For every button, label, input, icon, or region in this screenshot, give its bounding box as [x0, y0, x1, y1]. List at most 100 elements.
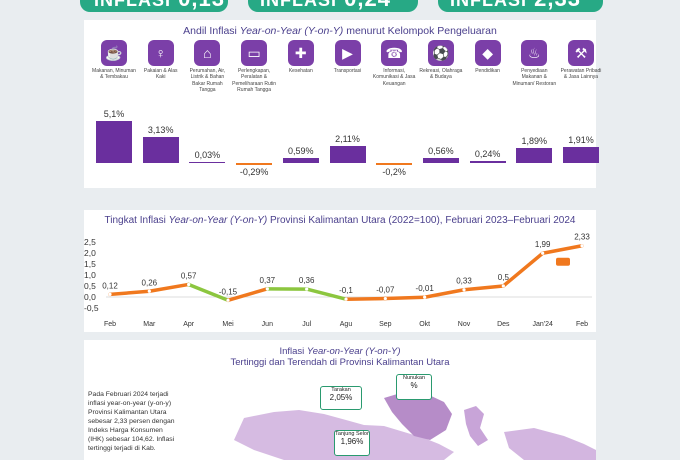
bar-value-label: 1,91%	[568, 135, 594, 146]
bar-5	[329, 145, 366, 163]
bar-8	[469, 161, 506, 163]
data-label: 0,26	[142, 278, 158, 287]
data-label: 0,12	[102, 281, 118, 290]
groups-title-suffix: menurut Kelompok Pengeluaran	[343, 25, 497, 37]
trend-panel: Tingkat Inflasi Year-on-Year (Y-on-Y) Pr…	[84, 210, 596, 332]
group-3: ▭ Perlengkapan, Peralatan & Pemeliharaan …	[232, 40, 276, 93]
bar-2	[189, 161, 226, 163]
truck-icon	[556, 257, 570, 266]
bar-value-label: 3,13%	[147, 125, 174, 136]
x-tick-label: Jun	[262, 321, 273, 328]
group-label: Pakaian & Alas Kaki	[143, 68, 178, 81]
car-icon: ▶	[334, 40, 361, 66]
map-title-line1: Inflasi Year-on-Year (Y-on-Y)	[84, 346, 596, 357]
map-desc-line: Pada Februari 2024 terjadi	[88, 391, 169, 398]
map-east-islands	[504, 428, 596, 460]
x-tick-label: Des	[497, 321, 510, 328]
group-label: Informasi, Komunikasi & Jasa Keuangan	[372, 68, 416, 87]
line-segment	[422, 287, 466, 299]
data-label: 2,33	[574, 233, 590, 242]
line-chart: 2,52,01,51,00,50,0-0,50,12Feb0,26Mar0,57…	[84, 233, 592, 328]
group-label: Kesehatan	[288, 68, 313, 74]
x-tick-label: Jul	[302, 321, 311, 328]
banner-label: INFLASI	[450, 0, 527, 10]
group-label: Rekreasi, Olahraga & Budaya	[419, 68, 463, 81]
map-desc-line: Provinsi Kalimantan Utara	[88, 409, 167, 416]
bar-value-label: -0,29%	[239, 167, 269, 178]
callout-label: Tanjung Selor	[335, 431, 369, 437]
y-tick-label: -0,5	[84, 303, 99, 313]
group-label: Transportasi	[333, 68, 362, 74]
bar-3	[236, 163, 273, 166]
data-point	[580, 244, 584, 248]
group-label: Pendidikan	[475, 68, 500, 74]
map-kalimantan	[384, 392, 452, 440]
callout-label: Tarakan	[331, 387, 351, 393]
group-1: ♀ Pakaian & Alas Kaki	[139, 40, 183, 81]
map-sulawesi	[464, 406, 488, 446]
bar-value-label: 0,56%	[428, 146, 454, 157]
x-tick-label: Feb	[104, 321, 116, 328]
phone-icon: ☎	[381, 40, 408, 66]
bar-value-label: 2,11%	[335, 133, 360, 144]
bar-7	[422, 158, 459, 163]
data-point	[541, 251, 545, 255]
group-9: ♨ Penyediaan Makanan & Minuman/ Restoran	[512, 40, 556, 87]
banner-pill-ytd: INFLASI 0,24	[248, 0, 418, 12]
y-tick-label: 1,5	[84, 259, 96, 269]
data-point	[462, 288, 466, 292]
callout-value: 2,05%	[329, 393, 353, 402]
data-point	[305, 287, 309, 291]
data-label: 0,5	[498, 273, 510, 282]
line-segment	[501, 251, 545, 288]
line-segment	[226, 287, 270, 303]
group-4: ✚ Kesehatan	[279, 40, 323, 74]
data-label: -0,01	[416, 284, 435, 293]
data-label: 0,37	[260, 276, 276, 285]
data-label: -0,07	[376, 286, 395, 295]
group-label: Penyediaan Makanan & Minuman/ Restoran	[512, 68, 557, 87]
map-panel: Inflasi Year-on-Year (Y-on-Y) Tertinggi …	[84, 340, 596, 460]
data-point	[501, 284, 505, 288]
group-label: Perlengkapan, Peralatan & Pemeliharaan R…	[232, 68, 277, 93]
y-tick-label: 2,5	[84, 237, 96, 247]
group-5: ▶ Transportasi	[326, 40, 370, 74]
bar-value-label: 0,24%	[474, 149, 501, 160]
x-tick-label: Feb	[576, 321, 588, 328]
group-10: ⚒ Perawatan Pribadi & Jasa Lainnya	[559, 40, 603, 81]
map-desc-line: tertinggi terjadi di Kab.	[88, 445, 156, 452]
bar-value-label: 5,1%	[103, 109, 125, 120]
map-description: Pada Februari 2024 terjadi inflasi year-…	[88, 390, 206, 453]
callout-value: %	[410, 381, 418, 390]
map-desc-line: (IHK) sebesar 104,62. Inflasi	[88, 436, 175, 443]
x-tick-label: Nov	[458, 321, 471, 328]
food-icon: ☕	[101, 40, 127, 66]
x-tick-label: Apr	[183, 321, 195, 328]
group-2: ⌂ Perumahan, Air, Listrik & Bahan Bakar R…	[185, 40, 229, 93]
callout-value: 1,96%	[340, 437, 364, 446]
restaurant-icon: ♨	[521, 40, 548, 66]
groups-panel: Andil Inflasi Year-on-Year (Y-on-Y) menu…	[84, 20, 601, 188]
group-label: Perawatan Pribadi & Jasa Lainnya	[560, 68, 602, 81]
data-point	[383, 296, 387, 301]
x-tick-label: Jan'24	[532, 321, 553, 328]
x-tick-label: Okt	[419, 321, 430, 328]
banner-value: 0,13	[178, 0, 225, 11]
x-tick-label: Sep	[379, 321, 392, 328]
y-tick-label: 0,5	[84, 281, 96, 291]
dress-icon: ♀	[147, 40, 174, 66]
x-tick-label: Mar	[143, 321, 156, 328]
group-6: ☎ Informasi, Komunikasi & Jasa Keuangan	[372, 40, 416, 87]
map-desc-line: inflasi year-on-year (y-on-y)	[88, 400, 172, 407]
group-label: Makanan, Minuman & Tembakau	[92, 68, 136, 81]
bar-6	[376, 163, 413, 165]
y-tick-label: 1,0	[84, 270, 96, 280]
map-title-italic: Year-on-Year (Y-on-Y)	[306, 346, 401, 357]
data-point	[108, 292, 112, 296]
data-point	[147, 289, 151, 293]
group-8: ◆ Pendidikan	[466, 40, 510, 74]
data-label: 1,99	[535, 240, 551, 249]
callout-nunukan: Nunukan %	[396, 374, 432, 400]
line-segment	[147, 282, 191, 294]
data-point	[187, 282, 191, 287]
